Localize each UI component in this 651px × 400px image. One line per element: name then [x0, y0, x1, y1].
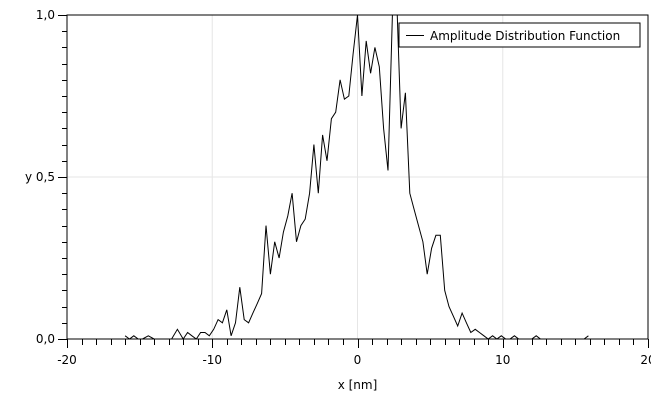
x-tick-label: 10	[495, 353, 510, 367]
axes: -20 -10 0 10 20 0,0 y 0,5 1,0	[25, 8, 651, 367]
y-tick-label: 0,0	[36, 332, 55, 346]
x-tick-label: -10	[202, 353, 222, 367]
legend-label: Amplitude Distribution Function	[430, 29, 620, 43]
series-line	[124, 15, 589, 339]
grid	[67, 14, 648, 339]
x-tick-label: 0	[354, 353, 362, 367]
x-tick-label: 20	[640, 353, 651, 367]
y-tick-label: y 0,5	[25, 170, 55, 184]
x-axis-title: x [nm]	[338, 378, 378, 392]
legend-box	[398, 22, 641, 48]
series-layer	[124, 15, 589, 339]
y-tick-label: 1,0	[36, 8, 55, 22]
legend: Amplitude Distribution Function	[398, 22, 641, 48]
x-tick-label: -20	[57, 353, 77, 367]
